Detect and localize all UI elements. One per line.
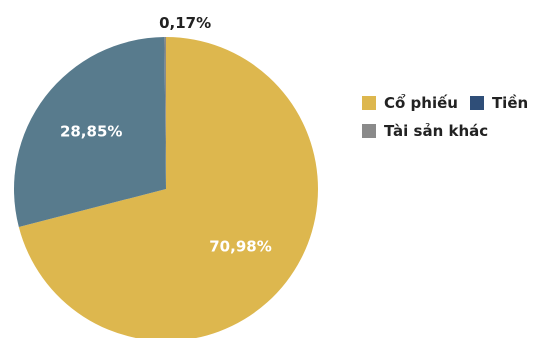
legend-row: Cổ phiếu Tiền	[362, 90, 560, 116]
legend-label-co-phieu: Cổ phiếu	[384, 94, 458, 112]
data-label-tien: 28,85%	[60, 123, 122, 141]
legend-item-co-phieu: Cổ phiếu	[362, 94, 458, 112]
legend-swatch-tai-san-khac	[362, 124, 376, 138]
legend-swatch-tien	[469, 96, 484, 110]
pie-slice-co-phieu	[18, 37, 318, 338]
legend-item-tien: Tiền	[469, 94, 529, 112]
legend-label-tai-san-khac: Tài sản khác	[384, 122, 489, 140]
legend-row: Tài sản khác	[362, 118, 560, 144]
legend-swatch-co-phieu	[362, 96, 376, 110]
legend-label-tien: Tiền	[491, 94, 529, 112]
legend: Cổ phiếu Tiền Tài sản khác	[362, 90, 560, 146]
data-label-tai-san-khac: 0,17%	[159, 14, 211, 32]
legend-item-tai-san-khac: Tài sản khác	[362, 122, 488, 140]
pie-slice-tien	[14, 37, 166, 227]
data-label-co-phieu: 70,98%	[209, 238, 271, 256]
pie-slice-tai-san-khac	[164, 37, 166, 189]
